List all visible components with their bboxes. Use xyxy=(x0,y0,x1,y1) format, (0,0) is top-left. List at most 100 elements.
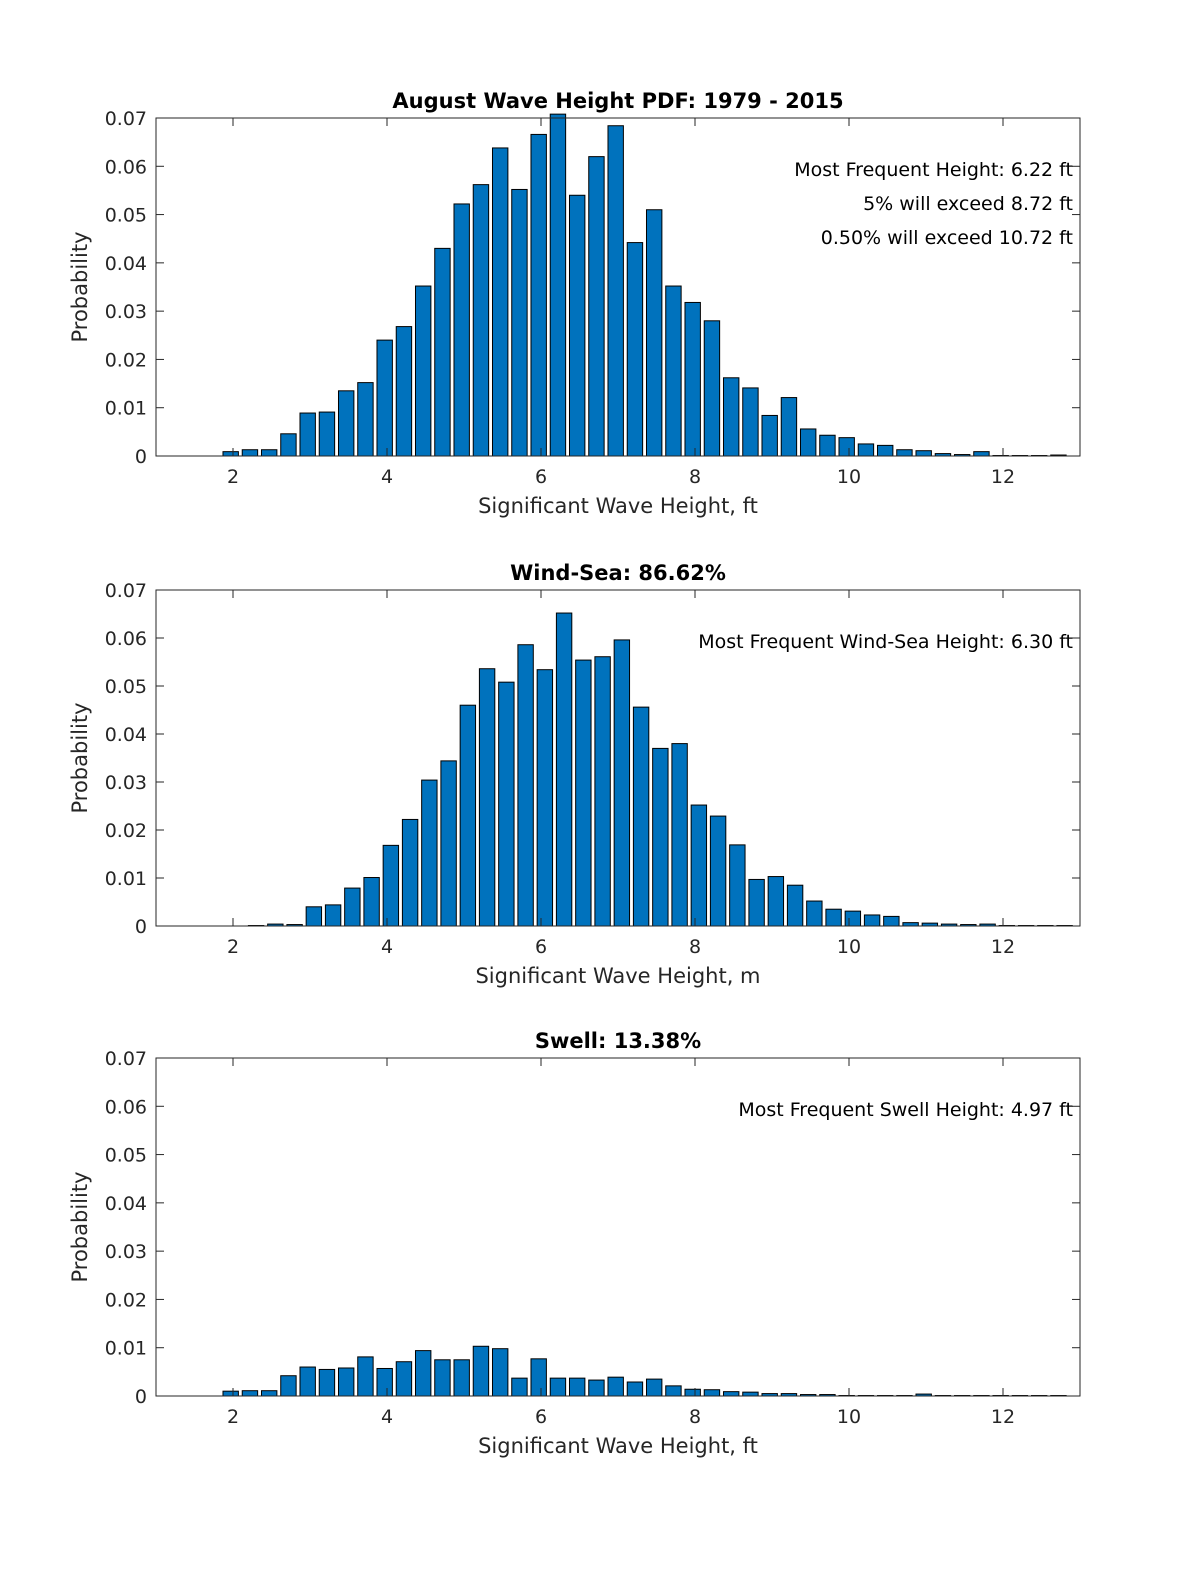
bar xyxy=(665,285,682,457)
y-tick-label: 0.07 xyxy=(105,108,147,130)
annotation: 5% will exceed 8.72 ft xyxy=(863,193,1073,215)
bar xyxy=(260,449,278,457)
bar xyxy=(472,184,490,457)
y-tick-label: 0.07 xyxy=(105,580,147,602)
bar xyxy=(472,1345,490,1397)
bar xyxy=(665,1385,682,1397)
bar xyxy=(652,747,669,927)
y-tick-label: 0.04 xyxy=(105,724,147,746)
bar xyxy=(857,443,875,457)
bar xyxy=(318,1368,336,1397)
chart-panel-2: 2 4 6 8 10 12 0 0.01 0.02 0.03 0.04 0.05 0.06 0.07 Win… xyxy=(68,561,1081,988)
bar xyxy=(690,804,708,927)
bar xyxy=(588,156,605,457)
bar xyxy=(440,760,457,927)
y-tick-label: 0.05 xyxy=(105,676,147,698)
bar xyxy=(844,910,862,927)
bar xyxy=(222,451,239,457)
x-tick-label: 2 xyxy=(227,1406,239,1428)
bar xyxy=(902,922,919,927)
bar xyxy=(876,444,894,457)
bar xyxy=(382,844,400,927)
bar xyxy=(575,659,592,927)
bar xyxy=(806,900,823,927)
x-tick-label: 4 xyxy=(381,1406,393,1428)
bar xyxy=(684,1388,701,1397)
bar xyxy=(453,1359,470,1397)
y-tick-label: 0.04 xyxy=(105,1193,147,1215)
y-tick-label: 0.02 xyxy=(105,820,147,842)
bar xyxy=(280,1375,297,1397)
bar xyxy=(703,1389,721,1397)
bar xyxy=(530,1358,547,1397)
bar xyxy=(491,1348,509,1397)
bar xyxy=(607,125,624,457)
x-axis-label: Significant Wave Height, m xyxy=(475,964,760,988)
bar xyxy=(280,433,297,457)
bar xyxy=(318,411,336,457)
x-tick-label: 8 xyxy=(689,936,701,958)
bar xyxy=(786,884,804,927)
chart-title: Wind-Sea: 86.62% xyxy=(510,561,726,585)
bar xyxy=(555,612,573,927)
bar xyxy=(722,1391,740,1397)
x-axis-label: Significant Wave Height, ft xyxy=(478,1434,758,1458)
bar xyxy=(299,412,316,457)
y-tick-label: 0.05 xyxy=(105,205,147,227)
bar xyxy=(478,668,496,927)
x-axis-label: Significant Wave Height, ft xyxy=(478,494,758,518)
annotation: Most Frequent Swell Height: 4.97 ft xyxy=(738,1099,1073,1121)
chart-title: Swell: 13.38% xyxy=(535,1029,701,1053)
axes-frame xyxy=(155,589,1081,927)
y-tick-label: 0.05 xyxy=(105,1145,147,1167)
bar xyxy=(626,242,644,457)
y-tick-label: 0.02 xyxy=(105,349,147,371)
annotation: Most Frequent Wind-Sea Height: 6.30 ft xyxy=(698,631,1073,653)
bar xyxy=(684,301,701,457)
bar xyxy=(337,390,355,457)
x-tick-label: 2 xyxy=(227,466,239,488)
x-tick-label: 4 xyxy=(381,936,393,958)
x-tick-label: 12 xyxy=(991,936,1015,958)
y-tick-label: 0.06 xyxy=(105,628,147,650)
bar xyxy=(376,1367,393,1397)
y-axis-label: Probability xyxy=(68,231,92,342)
annotation: 0.50% will exceed 10.72 ft xyxy=(821,227,1073,249)
y-tick-label: 0.01 xyxy=(105,398,147,420)
bar xyxy=(568,194,586,457)
bar xyxy=(761,414,778,457)
bar xyxy=(594,656,611,927)
bar xyxy=(453,203,470,457)
annotation: Most Frequent Height: 6.22 ft xyxy=(794,159,1073,181)
bar xyxy=(722,377,740,457)
bar xyxy=(241,1390,259,1397)
bar xyxy=(511,1377,528,1397)
plot-area xyxy=(156,1058,1080,1396)
bar xyxy=(517,644,534,927)
bar xyxy=(414,285,432,457)
bar xyxy=(645,209,663,457)
bar xyxy=(607,1376,624,1397)
bar xyxy=(883,915,900,927)
bar xyxy=(414,1350,432,1397)
bar xyxy=(626,1381,644,1397)
x-tick-label: 8 xyxy=(689,466,701,488)
bar xyxy=(511,188,528,457)
x-tick-label: 6 xyxy=(535,936,547,958)
x-tick-label: 10 xyxy=(837,466,861,488)
bar xyxy=(363,877,380,927)
y-tick-label: 0.06 xyxy=(105,156,147,178)
y-tick-label: 0 xyxy=(135,916,147,938)
bar xyxy=(671,743,688,927)
x-tick-label: 6 xyxy=(535,1406,547,1428)
bar xyxy=(748,878,765,927)
bar xyxy=(222,1390,239,1397)
x-tick-label: 2 xyxy=(227,936,239,958)
bar xyxy=(434,247,451,457)
bar xyxy=(401,818,419,927)
bar xyxy=(819,434,836,457)
bar xyxy=(344,887,361,927)
y-tick-label: 0.03 xyxy=(105,772,147,794)
y-tick-label: 0.01 xyxy=(105,868,147,890)
bar xyxy=(729,844,746,927)
